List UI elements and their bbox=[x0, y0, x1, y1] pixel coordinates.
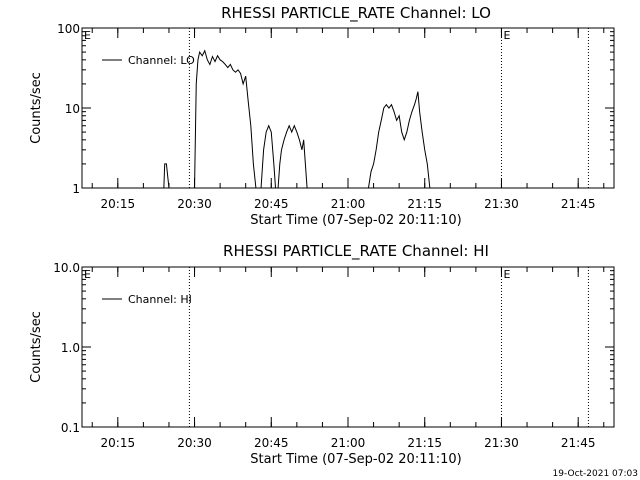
chart-panel-0: RHESSI PARTICLE_RATE Channel: LO 1 10 100 Co… bbox=[29, 4, 615, 228]
x-tick-label: 21:15 bbox=[407, 197, 442, 211]
chart-title: RHESSI PARTICLE_RATE Channel: LO bbox=[221, 4, 491, 23]
chart-panel-1: RHESSI PARTICLE_RATE Channel: HI 0.1 1.0 10… bbox=[29, 242, 615, 467]
x-tick-label: 20:45 bbox=[254, 197, 289, 211]
legend-label: Channel: LO bbox=[128, 54, 195, 67]
x-tick-label: 21:00 bbox=[331, 197, 366, 211]
y-axis-label: Counts/sec bbox=[29, 311, 44, 383]
x-tick-label: 20:30 bbox=[177, 436, 212, 450]
x-axis-label: Start Time (07-Sep-02 20:11:10) bbox=[250, 213, 461, 228]
y-tick-label: 10.0 bbox=[53, 261, 80, 275]
y-tick-label: 0.1 bbox=[61, 421, 80, 435]
x-tick-label: 21:30 bbox=[484, 436, 519, 450]
marker-label: E bbox=[503, 29, 510, 42]
legend-label: Channel: HI bbox=[128, 293, 192, 306]
x-tick-label: 21:15 bbox=[407, 436, 442, 450]
x-tick-label: 20:45 bbox=[254, 436, 289, 450]
x-tick-label: 21:45 bbox=[561, 197, 596, 211]
y-tick-label: 100 bbox=[57, 22, 80, 36]
y-axis-label: Counts/sec bbox=[29, 72, 44, 144]
y-tick-label: 1.0 bbox=[61, 341, 80, 355]
edge-label: E bbox=[84, 29, 91, 42]
x-tick-label: 21:30 bbox=[484, 197, 519, 211]
y-tick-label: 1 bbox=[72, 182, 80, 196]
plot-frame bbox=[81, 266, 615, 428]
x-tick-label: 21:00 bbox=[331, 436, 366, 450]
chart-title: RHESSI PARTICLE_RATE Channel: HI bbox=[223, 242, 489, 261]
x-tick-label: 20:30 bbox=[177, 197, 212, 211]
x-axis-label: Start Time (07-Sep-02 20:11:10) bbox=[250, 452, 461, 467]
plot-frame bbox=[81, 27, 615, 189]
series-line-0 bbox=[163, 49, 431, 188]
x-tick-label: 21:45 bbox=[561, 436, 596, 450]
marker-label: E bbox=[503, 268, 510, 281]
x-tick-label: 20:15 bbox=[101, 197, 136, 211]
footer-timestamp: 19-Oct-2021 07:03 bbox=[553, 469, 638, 479]
edge-label: E bbox=[84, 268, 91, 281]
y-tick-label: 10 bbox=[65, 102, 80, 116]
x-tick-label: 20:15 bbox=[101, 436, 136, 450]
